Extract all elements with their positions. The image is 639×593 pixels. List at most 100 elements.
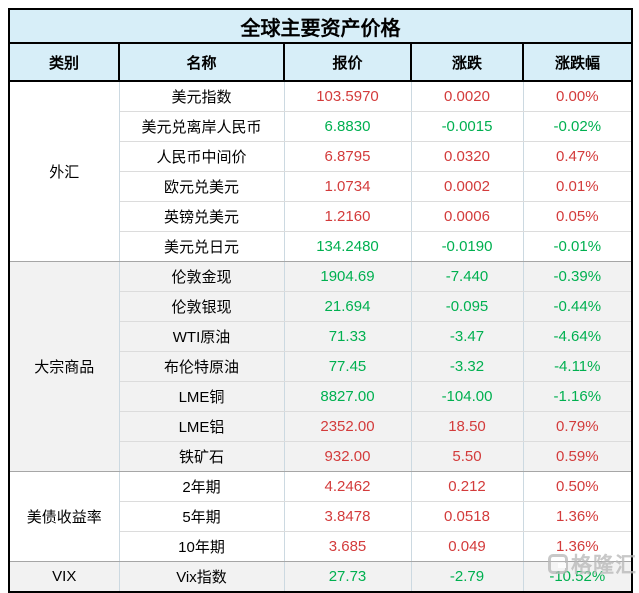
column-header-change: 涨跌: [410, 42, 524, 82]
change-cell: -0.0190: [411, 231, 524, 262]
change-pct-cell: 0.50%: [523, 471, 633, 502]
price-cell: 77.45: [284, 351, 412, 382]
table-row: 美元兑日元 134.2480 -0.0190 -0.01%: [9, 231, 633, 262]
change-pct-cell: 1.36%: [523, 501, 633, 532]
price-cell: 1.2160: [284, 201, 412, 232]
asset-name-cell: 伦敦金现: [119, 261, 285, 292]
change-pct-cell: -1.16%: [523, 381, 633, 412]
column-header-name: 名称: [118, 42, 285, 82]
asset-name-cell: 布伦特原油: [119, 351, 285, 382]
change-pct-cell: 0.01%: [523, 171, 633, 202]
change-cell: -0.0015: [411, 111, 524, 142]
asset-name-cell: 5年期: [119, 501, 285, 532]
asset-name-cell: 伦敦银现: [119, 291, 285, 322]
change-pct-cell: -0.01%: [523, 231, 633, 262]
change-cell: 0.0320: [411, 141, 524, 172]
change-cell: -2.79: [411, 561, 524, 592]
page-title: 全球主要资产价格: [9, 9, 633, 44]
table-row: VIX Vix指数 27.73 -2.79 -10.52%: [9, 561, 633, 592]
table-row: WTI原油 71.33 -3.47 -4.64%: [9, 321, 633, 352]
change-cell: 0.0020: [411, 81, 524, 112]
change-cell: -7.440: [411, 261, 524, 292]
change-pct-cell: -4.11%: [523, 351, 633, 382]
price-cell: 3.685: [284, 531, 412, 562]
price-cell: 21.694: [284, 291, 412, 322]
price-cell: 1.0734: [284, 171, 412, 202]
price-cell: 932.00: [284, 441, 412, 472]
category-cell: VIX: [9, 561, 120, 592]
asset-name-cell: 10年期: [119, 531, 285, 562]
price-cell: 4.2462: [284, 471, 412, 502]
asset-name-cell: 欧元兑美元: [119, 171, 285, 202]
change-cell: 0.0518: [411, 501, 524, 532]
table-row: 美元兑离岸人民币 6.8830 -0.0015 -0.02%: [9, 111, 633, 142]
asset-name-cell: 美元指数: [119, 81, 285, 112]
table-row: 5年期 3.8478 0.0518 1.36%: [9, 501, 633, 532]
category-cell: 大宗商品: [9, 261, 120, 472]
change-pct-cell: -0.02%: [523, 111, 633, 142]
table-row: 大宗商品 伦敦金现 1904.69 -7.440 -0.39%: [9, 261, 633, 472]
asset-rows: 外汇 美元指数 103.5970 0.0020 0.00% 美元兑离岸人民币 6.8830-…: [9, 81, 633, 592]
table-row: 10年期 3.685 0.049 1.36%: [9, 531, 633, 562]
title-row: 全球主要资产价格: [9, 9, 633, 44]
change-pct-cell: 1.36%: [523, 531, 633, 562]
asset-name-cell: Vix指数: [119, 561, 285, 592]
change-cell: -0.095: [411, 291, 524, 322]
table-row: 布伦特原油 77.45 -3.32 -4.11%: [9, 351, 633, 382]
asset-name-cell: LME铜: [119, 381, 285, 412]
change-pct-cell: 0.79%: [523, 411, 633, 442]
asset-name-cell: 美元兑日元: [119, 231, 285, 262]
change-pct-cell: 0.05%: [523, 201, 633, 232]
price-cell: 6.8830: [284, 111, 412, 142]
column-header-change-pct: 涨跌幅: [521, 42, 634, 82]
change-cell: 18.50: [411, 411, 524, 442]
change-pct-cell: 0.00%: [523, 81, 633, 112]
category-cell: 外汇: [9, 81, 120, 262]
table-row: 外汇 美元指数 103.5970 0.0020 0.00%: [9, 81, 633, 262]
price-cell: 2352.00: [284, 411, 412, 442]
asset-name-cell: 人民币中间价: [119, 141, 285, 172]
price-cell: 8827.00: [284, 381, 412, 412]
change-cell: -104.00: [411, 381, 524, 412]
price-cell: 1904.69: [284, 261, 412, 292]
asset-price-sheet: 全球主要资产价格 类别 名称 报价 涨跌 涨跌幅 外汇 美元指数 103.5970 0…: [8, 8, 634, 593]
price-cell: 27.73: [284, 561, 412, 592]
change-pct-cell: -10.52%: [523, 561, 633, 592]
table-row: 人民币中间价 6.8795 0.0320 0.47%: [9, 141, 633, 172]
table-row: 铁矿石 932.00 5.50 0.59%: [9, 441, 633, 472]
table-row: 英镑兑美元 1.2160 0.0006 0.05%: [9, 201, 633, 232]
change-cell: 0.0006: [411, 201, 524, 232]
price-cell: 71.33: [284, 321, 412, 352]
price-cell: 103.5970: [284, 81, 412, 112]
asset-name-cell: 美元兑离岸人民币: [119, 111, 285, 142]
asset-name-cell: LME铝: [119, 411, 285, 442]
column-header-row: 类别 名称 报价 涨跌 涨跌幅: [8, 42, 634, 82]
table-row: 伦敦银现 21.694 -0.095 -0.44%: [9, 291, 633, 322]
column-header-price: 报价: [283, 42, 412, 82]
change-cell: 0.212: [411, 471, 524, 502]
table-row: 欧元兑美元 1.0734 0.0002 0.01%: [9, 171, 633, 202]
category-cell: 美债收益率: [9, 471, 120, 562]
change-pct-cell: 0.59%: [523, 441, 633, 472]
table-row: LME铝 2352.00 18.50 0.79%: [9, 411, 633, 442]
price-cell: 3.8478: [284, 501, 412, 532]
change-pct-cell: 0.47%: [523, 141, 633, 172]
change-pct-cell: -4.64%: [523, 321, 633, 352]
asset-name-cell: 2年期: [119, 471, 285, 502]
table-row: 美债收益率 2年期 4.2462 0.212 0.50%: [9, 471, 633, 562]
change-pct-cell: -0.39%: [523, 261, 633, 292]
change-cell: 0.049: [411, 531, 524, 562]
price-cell: 134.2480: [284, 231, 412, 262]
change-cell: -3.47: [411, 321, 524, 352]
asset-name-cell: 英镑兑美元: [119, 201, 285, 232]
asset-price-table: 全球主要资产价格 类别 名称 报价 涨跌 涨跌幅 外汇 美元指数 103.5970 0…: [8, 8, 634, 593]
asset-name-cell: WTI原油: [119, 321, 285, 352]
asset-name-cell: 铁矿石: [119, 441, 285, 472]
change-cell: 0.0002: [411, 171, 524, 202]
change-cell: -3.32: [411, 351, 524, 382]
change-cell: 5.50: [411, 441, 524, 472]
price-cell: 6.8795: [284, 141, 412, 172]
table-row: LME铜 8827.00 -104.00 -1.16%: [9, 381, 633, 412]
column-header-category: 类别: [8, 42, 120, 82]
change-pct-cell: -0.44%: [523, 291, 633, 322]
